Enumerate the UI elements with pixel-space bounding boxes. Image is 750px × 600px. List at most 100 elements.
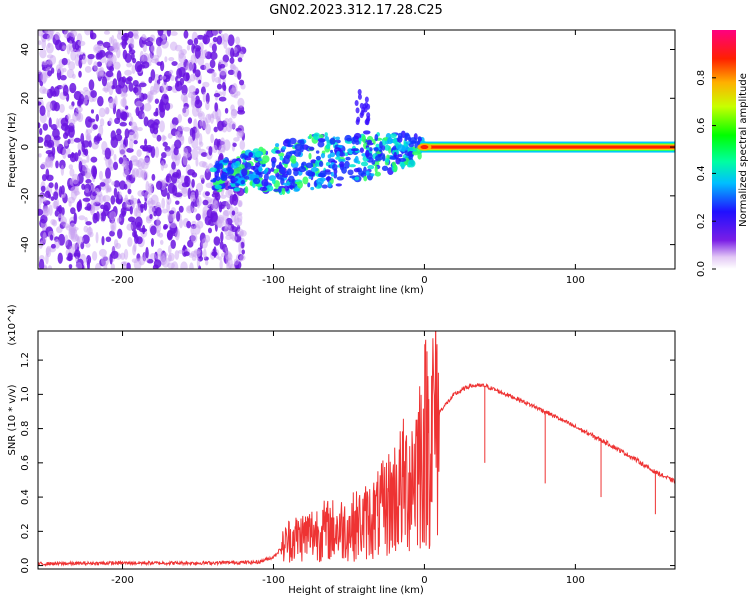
heatmap-signal-cell	[257, 158, 263, 162]
heatmap-noise-cell	[223, 84, 227, 92]
heatmap-noise-cell	[112, 161, 119, 171]
heatmap-noise-cell	[76, 235, 80, 247]
heatmap-noise-cell	[46, 174, 54, 182]
heatmap-noise-cell	[202, 91, 207, 103]
heatmap-noise-cell	[230, 47, 235, 59]
heatmap-signal-cell	[281, 173, 288, 178]
heatmap-noise-cell	[44, 190, 51, 199]
heatmap-noise-cell	[237, 97, 245, 108]
colorbar-tick-label: 0.8	[696, 70, 707, 86]
heatmap-noise-cell	[133, 207, 138, 217]
heatmap-noise-cell	[178, 50, 185, 59]
heatmap-signal-cell	[231, 162, 238, 169]
heatmap-signal-cell	[354, 139, 360, 145]
heatmap-noise-cell	[205, 165, 209, 173]
heatmap-signal-cell	[404, 133, 411, 140]
heatmap-noise-cell	[150, 237, 155, 248]
heatmap-signal-cell	[250, 165, 256, 170]
heatmap-noise-cell	[66, 113, 71, 120]
heatmap-noise-cell	[159, 107, 166, 119]
heatmap-noise-cell	[183, 30, 189, 39]
heatmap-noise-cell	[45, 156, 51, 162]
heatmap-noise-cell	[185, 205, 194, 214]
heatmap-noise-cell	[148, 92, 153, 103]
heatmap-noise-cell	[118, 157, 124, 165]
heatmap-noise-cell	[126, 262, 131, 269]
heatmap-noise-cell	[224, 251, 232, 260]
heatmap-noise-cell	[207, 113, 212, 121]
heatmap-signal-cell	[317, 141, 325, 148]
heatmap-noise-cell	[191, 148, 199, 160]
heatmap-noise-cell	[231, 234, 238, 242]
heatmap-signal-cell	[344, 152, 349, 157]
heatmap-noise-cell	[114, 133, 123, 142]
heatmap-noise-cell	[83, 225, 89, 233]
y-tick-label: 1.2	[20, 352, 31, 368]
heatmap-noise-cell	[109, 211, 117, 221]
heatmap-noise-cell	[186, 220, 192, 229]
heatmap-noise-cell	[116, 108, 122, 121]
heatmap-signal-cell	[283, 155, 291, 159]
heatmap-noise-cell	[107, 54, 112, 66]
heatmap-noise-cell	[171, 117, 179, 126]
heatmap-signal-cell	[365, 149, 370, 158]
heatmap-noise-cell	[39, 127, 43, 136]
heatmap-noise-cell	[100, 255, 109, 267]
heatmap-noise-cell	[39, 105, 46, 116]
heatmap-signal-cell	[279, 167, 285, 174]
heatmap-noise-cell	[124, 69, 132, 76]
heatmap-noise-cell	[214, 76, 221, 84]
heatmap-noise-cell	[177, 125, 184, 132]
heatmap-noise-cell	[73, 212, 77, 225]
heatmap-noise-cell	[162, 141, 168, 147]
heatmap-noise-cell	[46, 42, 54, 54]
colorbar-tick-label: 0.4	[696, 165, 707, 181]
heatmap-signal-cell	[215, 176, 221, 181]
heatmap-noise-cell	[82, 234, 90, 245]
heatmap-noise-cell	[53, 191, 59, 201]
heatmap-noise-cell	[48, 117, 52, 128]
heatmap-noise-cell	[177, 249, 185, 254]
heatmap-noise-cell	[219, 68, 227, 76]
heatmap-noise-cell	[49, 156, 54, 163]
heatmap-noise-cell	[238, 79, 245, 86]
heatmap-noise-cell	[217, 120, 224, 132]
heatmap-noise-cell	[38, 30, 44, 37]
heatmap-noise-cell	[159, 120, 165, 133]
heatmap-noise-cell	[220, 231, 224, 243]
heatmap-noise-cell	[209, 59, 216, 69]
heatmap-noise-cell	[86, 258, 90, 269]
heatmap-signal-cell	[324, 135, 330, 142]
heatmap-noise-cell	[65, 147, 71, 156]
heatmap-noise-cell	[88, 79, 95, 91]
heatmap-noise-cell	[148, 186, 153, 193]
heatmap-signal-cell	[297, 181, 303, 189]
heatmap-noise-cell	[214, 102, 219, 112]
heatmap-noise-cell	[164, 56, 168, 63]
heatmap-noise-cell	[218, 96, 227, 102]
heatmap-noise-cell	[182, 106, 190, 118]
heatmap-signal-cell	[244, 157, 252, 161]
heatmap-noise-cell	[150, 69, 156, 81]
heatmap-signal-cell	[244, 186, 249, 194]
heatmap-noise-cell	[99, 182, 106, 187]
heatmap-noise-cell	[38, 193, 45, 200]
heatmap-signal-cell	[333, 173, 338, 179]
heatmap-noise-cell	[101, 235, 105, 246]
heatmap-signal-cell	[408, 142, 415, 148]
heatmap-noise-cell	[77, 149, 82, 157]
heatmap-noise-cell	[193, 223, 201, 235]
heatmap-noise-cell	[182, 126, 191, 132]
heatmap-noise-cell	[99, 118, 105, 127]
heatmap-noise-cell	[62, 147, 67, 160]
heatmap-noise-cell	[68, 264, 73, 269]
heatmap-signal-cell	[259, 186, 268, 192]
heatmap-noise-cell	[38, 198, 42, 206]
heatmap-signal-cell	[298, 166, 307, 173]
heatmap-noise-cell	[61, 57, 68, 66]
heatmap-noise-cell	[138, 82, 147, 88]
heatmap-noise-cell	[47, 70, 53, 77]
snr-y-ticks: 0.0 0.2 0.4 0.6 0.8 1.0 1.2	[20, 352, 675, 574]
heatmap-noise-cell	[106, 187, 112, 193]
